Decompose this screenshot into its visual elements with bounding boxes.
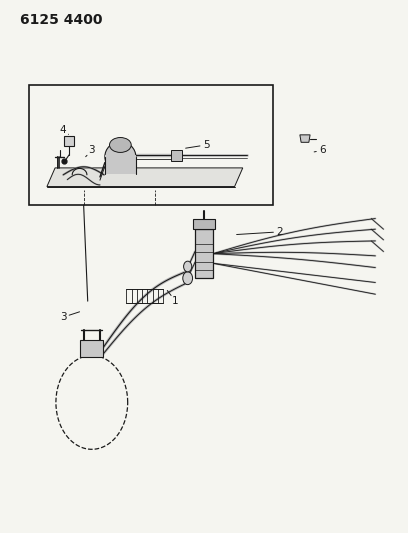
Text: 3: 3 xyxy=(89,146,95,155)
Bar xyxy=(193,219,215,229)
Text: 1: 1 xyxy=(172,296,179,306)
Bar xyxy=(29,85,273,205)
Bar xyxy=(80,340,103,357)
Circle shape xyxy=(184,261,192,272)
Bar xyxy=(171,150,182,161)
Bar xyxy=(105,155,136,174)
Text: 6: 6 xyxy=(319,146,326,155)
Bar xyxy=(195,229,213,278)
Ellipse shape xyxy=(105,142,136,172)
Circle shape xyxy=(183,272,193,285)
Polygon shape xyxy=(300,135,310,142)
Text: 5: 5 xyxy=(203,140,209,150)
Ellipse shape xyxy=(109,138,131,152)
Bar xyxy=(64,136,74,146)
Text: 6125 4400: 6125 4400 xyxy=(20,13,103,27)
Text: 2: 2 xyxy=(276,227,283,237)
Text: 3: 3 xyxy=(60,312,67,322)
Text: 4: 4 xyxy=(60,125,67,135)
Polygon shape xyxy=(47,168,243,187)
